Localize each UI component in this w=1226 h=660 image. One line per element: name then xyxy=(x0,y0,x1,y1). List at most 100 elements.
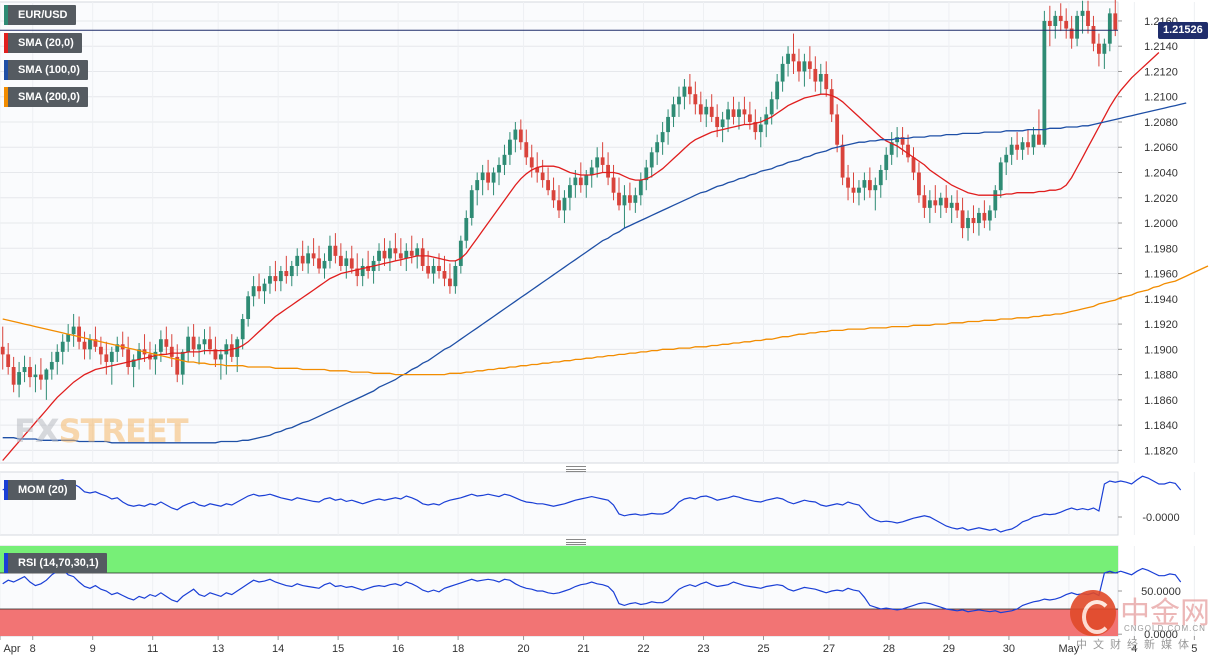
candle-body xyxy=(535,167,540,173)
candle-body xyxy=(180,351,185,375)
y-tick-label: 1.1840 xyxy=(1144,420,1178,432)
candle-body xyxy=(262,283,267,292)
x-tick-label: 15 xyxy=(332,643,344,655)
candle-body xyxy=(1058,15,1063,21)
rsi-oversold-zone xyxy=(0,609,1118,636)
y-tick-label: 1.1920 xyxy=(1144,319,1178,331)
candle-body xyxy=(98,346,103,355)
candle-body xyxy=(44,369,49,380)
candle-body xyxy=(268,276,272,284)
candle-body xyxy=(158,339,163,352)
sma100-tag[interactable]: SMA (100,0) xyxy=(4,60,88,80)
candle-body xyxy=(611,177,616,193)
candle-body xyxy=(273,276,278,282)
sma200-tag[interactable]: SMA (200,0) xyxy=(4,87,88,107)
candle-body xyxy=(731,109,736,117)
candle-body xyxy=(17,372,21,385)
candle-body xyxy=(726,109,730,120)
candle-body xyxy=(1020,142,1025,150)
candle-body xyxy=(115,344,120,352)
candle-body xyxy=(469,190,474,218)
candle-body xyxy=(486,172,491,183)
candle-body xyxy=(998,162,1003,191)
rsi-tag[interactable]: RSI (14,70,30,1) xyxy=(4,553,107,573)
candle-body xyxy=(202,339,207,345)
candle-body xyxy=(82,341,87,350)
y-tick-label: 1.1900 xyxy=(1144,344,1178,356)
mom-tag[interactable]: MOM (20) xyxy=(4,480,76,500)
symbol-tag[interactable]: EUR/USD xyxy=(4,5,76,25)
candle-body xyxy=(322,260,327,269)
candle-body xyxy=(567,185,572,198)
candle-body xyxy=(409,250,414,256)
candle-body xyxy=(311,253,316,259)
candle-body xyxy=(1053,15,1058,26)
candle-body xyxy=(884,154,889,170)
cngold-logo-icon xyxy=(1070,590,1116,636)
panel-resize-handle-rsi[interactable] xyxy=(566,539,586,545)
x-tick-label: 5 xyxy=(1191,643,1197,655)
candle-body xyxy=(589,167,594,176)
candle-body xyxy=(987,210,992,221)
candle-body xyxy=(758,124,763,133)
fxstreet-logo: FXSTREET xyxy=(14,412,189,450)
candle-body xyxy=(578,177,583,186)
candle-body xyxy=(464,217,469,241)
candle-body xyxy=(927,200,932,208)
candle-body xyxy=(377,250,381,261)
candle-body xyxy=(807,61,812,69)
candle-body xyxy=(415,248,420,256)
x-tick-label: 14 xyxy=(272,643,284,655)
rsi-tick-label: 50.0000 xyxy=(1141,586,1181,598)
sma20-tag[interactable]: SMA (20,0) xyxy=(4,33,82,53)
candle-body xyxy=(284,271,289,277)
candle-body xyxy=(49,361,54,370)
y-tick-label: 1.1960 xyxy=(1144,269,1178,281)
rsi-line xyxy=(2,567,1182,614)
candle-body xyxy=(982,212,987,221)
candle-body xyxy=(557,200,561,211)
candle-body xyxy=(709,106,714,117)
candle-body xyxy=(1042,20,1047,145)
candle-body xyxy=(513,129,518,140)
candle-body xyxy=(71,326,76,335)
candle-body xyxy=(289,265,294,277)
candle-body xyxy=(197,344,201,350)
candle-body xyxy=(873,185,878,191)
candle-body xyxy=(104,354,109,362)
candle-body xyxy=(573,177,578,186)
candle-body xyxy=(126,349,131,368)
candle-body xyxy=(251,286,256,297)
candle-body xyxy=(398,253,403,259)
candle-body xyxy=(131,359,136,368)
candle-body xyxy=(278,271,283,282)
cngold-sub: 中文财经新媒体 xyxy=(1076,639,1195,651)
sma100-swatch xyxy=(4,60,8,80)
x-tick-label: 29 xyxy=(943,643,955,655)
x-tick-label: 25 xyxy=(757,643,769,655)
candle-body xyxy=(644,167,649,181)
x-tick-label: Apr xyxy=(3,643,20,655)
candle-body xyxy=(1064,20,1069,29)
candle-body xyxy=(682,86,687,97)
sma20-label: SMA (20,0) xyxy=(18,37,74,49)
candle-body xyxy=(491,172,496,183)
candle-body xyxy=(600,157,605,165)
candle-body xyxy=(11,367,16,385)
panel-resize-handle-mom[interactable] xyxy=(566,466,586,472)
candle-body xyxy=(317,258,321,269)
candle-body xyxy=(333,245,338,256)
candle-body xyxy=(655,142,660,153)
candle-body xyxy=(857,187,861,193)
candle-body xyxy=(955,202,960,211)
x-tick-label: 16 xyxy=(392,643,404,655)
candle-body xyxy=(540,172,545,181)
candle-body xyxy=(240,319,245,340)
candle-body xyxy=(1015,144,1020,150)
x-tick-label: 9 xyxy=(90,643,96,655)
candle-body xyxy=(900,137,905,145)
rsi-overbought-zone xyxy=(0,546,1118,573)
candle-body xyxy=(677,96,681,105)
candle-body xyxy=(1091,25,1096,44)
